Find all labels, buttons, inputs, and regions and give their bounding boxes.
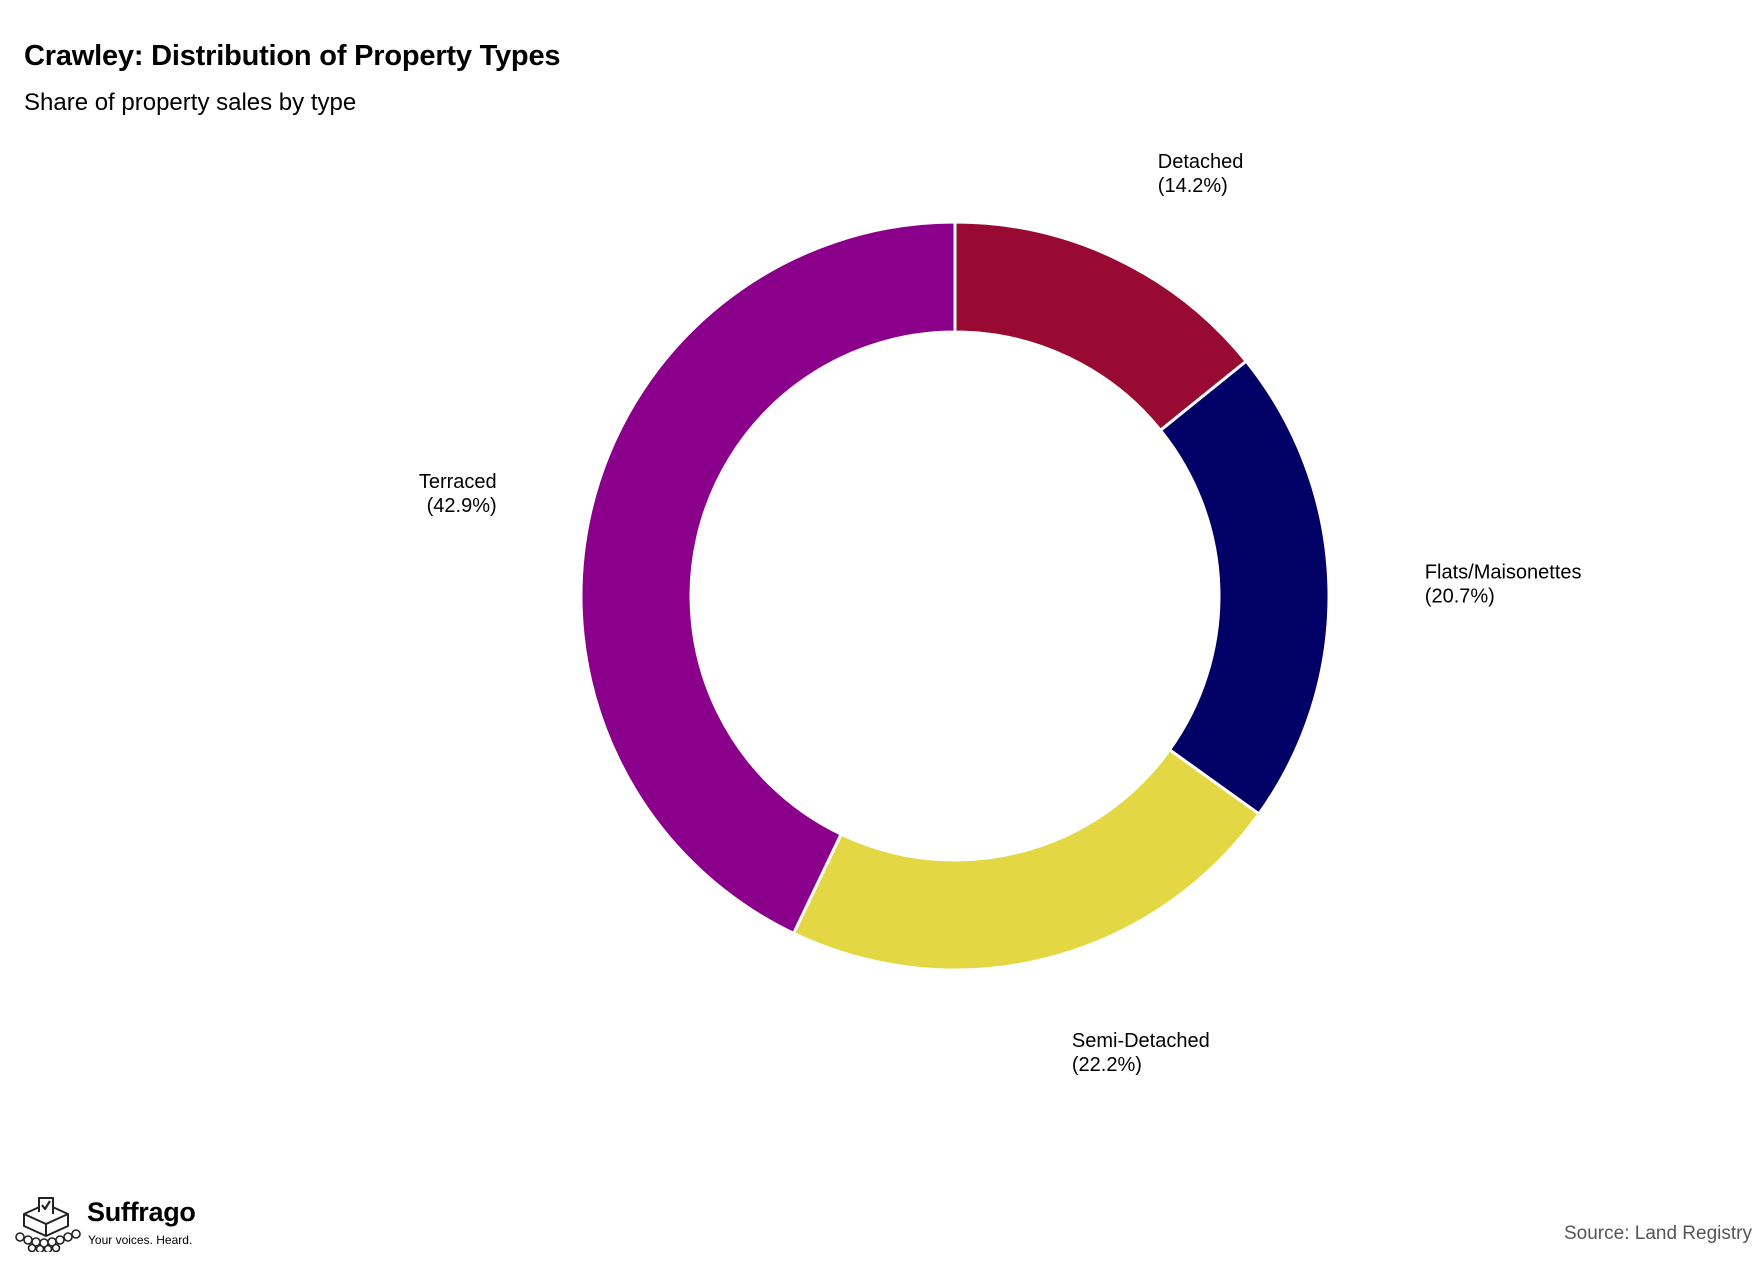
donut-labels: Detached (14.2%) Flats/Maisonettes (20.7%) S… — [419, 151, 1582, 1076]
brand-tagline: Your voices. Heard. — [88, 1233, 193, 1247]
ballot-box-logo-icon — [15, 1197, 81, 1252]
slice-label-flats-maisonettes: Flats/Maisonettes (20.7%) — [1425, 562, 1582, 608]
slice-category-label: Semi-Detached — [1072, 1030, 1210, 1052]
slice-category-label: Flats/Maisonettes — [1425, 562, 1582, 584]
slice-value-label: (14.2%) — [1158, 175, 1228, 197]
slice-value-label: (20.7%) — [1425, 586, 1495, 608]
chart-subtitle: Share of property sales by type — [24, 89, 357, 116]
chart-title: Crawley: Distribution of Property Types — [24, 40, 561, 72]
slice-label-detached: Detached (14.2%) — [1158, 151, 1244, 197]
slice-label-terraced: Terraced (42.9%) — [419, 471, 497, 517]
slice-flats-maisonettes — [1158, 359, 1331, 817]
slice-category-label: Terraced — [419, 471, 497, 493]
slice-label-semi-detached: Semi-Detached (22.2%) — [1072, 1030, 1210, 1076]
slice-value-label: (42.9%) — [427, 495, 497, 517]
source-note: Source: Land Registry — [1564, 1223, 1752, 1244]
brand-name: Suffrago — [87, 1197, 196, 1227]
slice-terraced — [579, 220, 957, 936]
donut-slices — [579, 220, 1331, 972]
slice-category-label: Detached — [1158, 151, 1244, 173]
slice-semi-detached — [791, 747, 1262, 972]
slice-value-label: (22.2%) — [1072, 1054, 1142, 1076]
